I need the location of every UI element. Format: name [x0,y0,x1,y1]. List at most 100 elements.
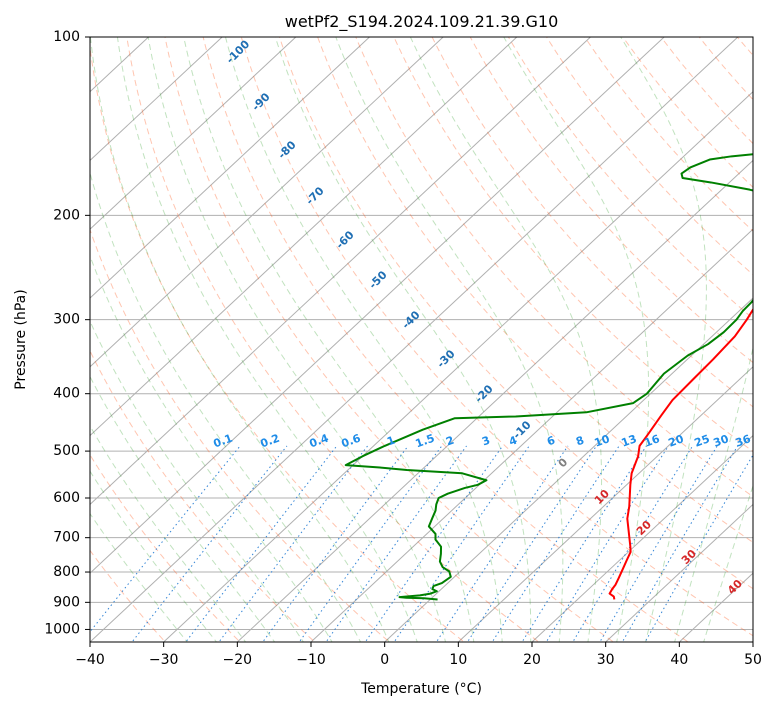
dry-adiabat-label: -50 [366,268,389,291]
x-tick-label: 50 [744,652,762,668]
mixing-ratio-line [572,445,694,642]
isotherm-line [90,37,297,230]
dry-adiabat-line [545,37,753,276]
mixing-ratio-label: 10 [593,432,612,450]
mixing-ratio-line [364,445,504,642]
isotherm-line [90,37,444,368]
isotherm-line [0,37,75,642]
isopleth-labels: -100-90-80-70-60-50-40-30-20-10010203040… [212,37,753,597]
mixing-ratio-line [185,445,338,642]
mixing-ratio-label: 30 [712,432,731,450]
y-tick-label: 600 [53,490,80,506]
y-tick-label: 900 [53,594,80,610]
moist-adiabat-line [503,37,650,642]
mixing-ratio-label: 0.2 [259,432,282,451]
isotherm-line [90,37,665,574]
plot-area: -100-90-80-70-60-50-40-30-20-10010203040… [0,24,775,647]
moist-adiabat-line [703,484,753,642]
x-tick-label: 20 [523,652,541,668]
background-lines [0,24,775,647]
dry-adiabat-label: 40 [725,577,745,597]
moist-adiabat-line [90,375,276,642]
y-tick-label: 500 [53,443,80,459]
mixing-ratio-label: 4 [507,433,519,448]
y-tick-label: 700 [53,530,80,546]
y-tick-label: 100 [53,29,80,45]
x-axis-label: Temperature (°C) [360,681,482,697]
mixing-ratio-label: 3 [480,434,492,449]
dry-adiabat-line [355,37,753,498]
mixing-ratio-line [466,445,597,642]
dewpoint-profile-line [344,153,753,601]
isotherm-line [0,37,1,642]
dry-adiabat-label: -20 [472,382,495,405]
x-tick-label: −40 [75,652,105,668]
moist-adiabat-line [674,345,753,642]
dry-adiabat-label: -40 [399,308,422,331]
isotherm-line [163,90,753,642]
isotherm-line [605,503,753,642]
isotherm-line [90,37,370,299]
dry-adiabat-line [469,37,753,364]
mixing-ratio-label: 1.5 [414,432,437,451]
isotherm-line [310,228,753,642]
moist-adiabat-line [225,37,503,642]
mixing-ratio-line [621,445,739,642]
mixing-ratio-label: 16 [643,432,662,450]
dry-adiabat-line [622,37,753,188]
dry-adiabat-label: -60 [333,228,356,251]
moist-adiabat-line [183,37,475,642]
dry-adiabat-line [240,37,753,637]
mixing-ratio-label: 6 [545,433,557,448]
x-tick-label: 10 [449,652,467,668]
moist-adiabat-line [90,171,362,642]
isotherm-line [90,37,739,642]
dry-adiabat-line [202,37,690,642]
mixing-ratio-line [599,445,718,642]
y-tick-label: 200 [53,207,80,223]
dry-adiabat-line [765,24,775,647]
x-axis: −40 −30 −20 −10 0 10 20 30 40 50 [75,642,762,668]
dry-adiabat-line [164,37,615,642]
moist-adiabat-line [116,37,418,642]
moist-adiabat-line [620,37,707,642]
dry-adiabat-line [278,37,753,590]
dry-adiabat-label: 10 [592,487,612,507]
mixing-ratio-label: 36 [734,432,753,450]
dry-adiabat-line [507,37,753,320]
mixing-ratio-label: 1 [385,434,397,449]
y-axis-label: Pressure (hPa) [13,289,29,389]
mixing-ratio-line [262,445,409,642]
mixing-ratio-line [435,445,569,642]
mixing-ratio-line [131,445,288,642]
x-tick-label: 30 [597,652,615,668]
x-tick-label: 40 [670,652,688,668]
y-tick-label: 1000 [44,621,80,637]
mixing-ratio-line [325,445,467,642]
isotherm-line [531,434,753,642]
moist-adiabat-line [90,254,333,642]
mixing-ratio-line [644,454,753,642]
moist-adiabat-line [90,470,218,642]
dry-adiabat-line [584,37,753,232]
dry-adiabat-label: -70 [303,184,326,207]
mixing-ratio-line [521,445,647,642]
y-tick-label: 800 [53,564,80,580]
isotherm-line [90,37,223,162]
x-tick-label: 0 [380,652,389,668]
dry-adiabat-label: 0 [556,455,571,470]
y-tick-label: 300 [53,312,80,328]
mixing-ratio-label: 13 [620,432,639,449]
moist-adiabat-line [335,37,564,642]
dry-adiabat-label: -100 [224,37,253,66]
moist-adiabat-line [409,37,603,642]
isotherm-line [236,159,753,642]
moist-adiabat-line [90,37,390,642]
isotherm-line [90,37,591,506]
dry-adiabat-line [126,37,540,642]
moist-adiabat-line [90,424,247,642]
mixing-ratio-line [545,445,669,642]
isotherm-line [90,37,518,437]
moist-adiabat-line [90,512,188,642]
